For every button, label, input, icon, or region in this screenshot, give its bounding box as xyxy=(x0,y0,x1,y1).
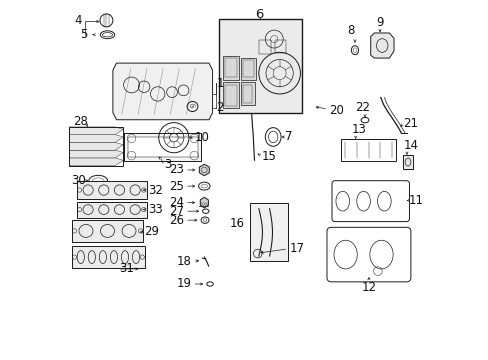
Text: 29: 29 xyxy=(144,225,159,238)
Text: 30: 30 xyxy=(72,174,86,186)
Polygon shape xyxy=(402,155,412,169)
Text: 13: 13 xyxy=(351,123,366,136)
Text: 11: 11 xyxy=(408,194,423,207)
Text: 32: 32 xyxy=(147,184,162,197)
Bar xyxy=(72,246,145,268)
Polygon shape xyxy=(113,63,212,120)
Polygon shape xyxy=(199,164,209,176)
Polygon shape xyxy=(69,158,123,166)
Text: 15: 15 xyxy=(261,150,276,163)
Polygon shape xyxy=(200,197,208,208)
Bar xyxy=(224,58,237,77)
Text: 16: 16 xyxy=(229,217,244,230)
Text: 4: 4 xyxy=(74,14,81,27)
Bar xyxy=(224,85,237,106)
Text: 7: 7 xyxy=(284,130,291,144)
Text: 23: 23 xyxy=(169,163,184,176)
Polygon shape xyxy=(370,33,393,58)
Text: 8: 8 xyxy=(347,23,354,37)
Text: 14: 14 xyxy=(403,139,418,152)
Text: 33: 33 xyxy=(147,203,162,216)
Text: 10: 10 xyxy=(195,131,209,144)
Bar xyxy=(223,82,239,108)
Bar xyxy=(274,40,285,53)
Text: 17: 17 xyxy=(289,242,304,255)
Text: 21: 21 xyxy=(402,117,417,130)
Text: 31: 31 xyxy=(119,262,134,275)
Bar xyxy=(77,202,146,218)
Bar xyxy=(258,40,271,54)
Text: 25: 25 xyxy=(169,180,184,193)
Text: 12: 12 xyxy=(361,281,376,294)
Text: 2: 2 xyxy=(216,101,224,114)
Text: 18: 18 xyxy=(176,255,191,268)
Bar xyxy=(241,58,255,80)
Text: 1: 1 xyxy=(216,77,224,90)
Text: 26: 26 xyxy=(169,214,184,227)
Bar xyxy=(341,139,395,161)
Bar xyxy=(124,133,201,161)
Bar xyxy=(249,203,287,261)
Bar xyxy=(77,181,146,199)
Text: 28: 28 xyxy=(73,116,88,129)
Bar xyxy=(128,136,198,157)
Polygon shape xyxy=(69,150,123,158)
Bar xyxy=(241,82,254,105)
Bar xyxy=(243,85,252,103)
Text: 27: 27 xyxy=(169,205,184,218)
Text: 20: 20 xyxy=(328,104,343,117)
Text: 9: 9 xyxy=(376,17,383,30)
Bar xyxy=(218,19,301,113)
Bar xyxy=(72,220,143,242)
Text: 24: 24 xyxy=(169,196,184,209)
Text: 19: 19 xyxy=(176,278,191,291)
Bar xyxy=(243,60,253,77)
Text: 22: 22 xyxy=(355,102,369,114)
Polygon shape xyxy=(69,135,123,143)
Text: 6: 6 xyxy=(255,8,263,21)
Text: 5: 5 xyxy=(80,28,87,41)
Bar xyxy=(69,127,123,166)
Text: 3: 3 xyxy=(164,158,171,171)
Polygon shape xyxy=(69,127,123,135)
Bar xyxy=(223,56,239,80)
Polygon shape xyxy=(69,143,123,150)
